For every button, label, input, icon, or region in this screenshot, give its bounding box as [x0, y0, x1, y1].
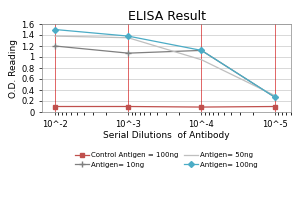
Antigen= 50ng	[200, 59, 203, 61]
Control Antigen = 100ng	[200, 106, 203, 108]
Antigen= 50ng	[273, 94, 277, 97]
Legend: Control Antigen = 100ng, Antigen= 10ng, Antigen= 50ng, Antigen= 100ng: Control Antigen = 100ng, Antigen= 10ng, …	[75, 152, 258, 168]
Title: ELISA Result: ELISA Result	[128, 10, 206, 23]
Antigen= 10ng	[200, 49, 203, 52]
Antigen= 50ng	[53, 35, 57, 37]
X-axis label: Serial Dilutions  of Antibody: Serial Dilutions of Antibody	[103, 131, 230, 140]
Antigen= 100ng	[200, 49, 203, 52]
Antigen= 50ng	[126, 37, 130, 39]
Control Antigen = 100ng	[273, 105, 277, 108]
Line: Control Antigen = 100ng: Control Antigen = 100ng	[53, 104, 277, 109]
Antigen= 100ng	[126, 35, 130, 37]
Antigen= 100ng	[53, 28, 57, 31]
Antigen= 10ng	[273, 96, 277, 98]
Antigen= 100ng	[273, 96, 277, 98]
Line: Antigen= 10ng: Antigen= 10ng	[52, 43, 278, 100]
Antigen= 10ng	[53, 45, 57, 47]
Control Antigen = 100ng	[53, 105, 57, 108]
Antigen= 10ng	[126, 52, 130, 54]
Control Antigen = 100ng	[126, 105, 130, 108]
Y-axis label: O.D. Reading: O.D. Reading	[9, 38, 18, 98]
Line: Antigen= 100ng: Antigen= 100ng	[53, 27, 277, 99]
Line: Antigen= 50ng: Antigen= 50ng	[55, 36, 275, 96]
